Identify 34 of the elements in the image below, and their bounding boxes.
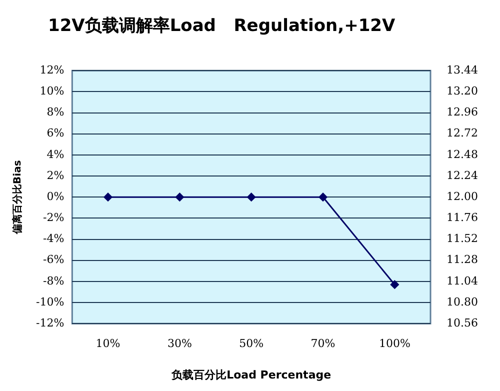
y2-tick-label: 11.52 bbox=[446, 232, 478, 246]
y2-tick-label: 13.20 bbox=[446, 84, 478, 98]
x-tick-label: 30% bbox=[167, 337, 192, 350]
y-tick-label: -8% bbox=[42, 274, 64, 288]
x-tick-label: 10% bbox=[96, 337, 120, 350]
x-tick-label: 100% bbox=[378, 337, 410, 350]
y2-tick-label: 13.44 bbox=[446, 63, 478, 76]
chart-title: 12V负载调解率Load Regulation,+12V bbox=[47, 15, 396, 38]
y-tick-label: 4% bbox=[46, 148, 64, 161]
x-tick-label: 70% bbox=[310, 337, 336, 350]
y2-tick-label: 12.72 bbox=[446, 126, 478, 140]
y2-tick-label: 10.56 bbox=[446, 316, 478, 330]
y-tick-label: -6% bbox=[42, 253, 64, 266]
y2-tick-label: 12.24 bbox=[446, 168, 478, 182]
y-tick-label: -10% bbox=[36, 295, 64, 308]
y-tick-label: 2% bbox=[46, 168, 64, 182]
y-tick-label: -12% bbox=[36, 316, 64, 330]
y2-tick-label: 12.96 bbox=[446, 106, 478, 119]
x-tick-label: 50% bbox=[239, 337, 264, 350]
y-tick-label: 12% bbox=[40, 63, 64, 76]
y2-tick-label: 12.00 bbox=[446, 190, 478, 203]
y-tick-label: -4% bbox=[42, 232, 64, 246]
y-tick-label: 10% bbox=[40, 84, 64, 98]
y2-tick-label: 11.28 bbox=[446, 253, 478, 266]
y-tick-label: 6% bbox=[46, 126, 64, 140]
x-axis-title: 负载百分比Load Percentage bbox=[170, 368, 332, 382]
y-tick-label: -2% bbox=[42, 211, 64, 224]
y2-tick-label: 12.48 bbox=[446, 148, 478, 161]
y-axis-title: 偏离百分比Bias bbox=[12, 160, 24, 235]
y2-tick-label: 11.04 bbox=[446, 274, 478, 288]
y2-tick-label: 10.80 bbox=[446, 295, 478, 308]
y-tick-label: 0% bbox=[46, 190, 64, 203]
y-tick-label: 8% bbox=[46, 106, 64, 119]
y2-tick-label: 11.76 bbox=[446, 211, 478, 224]
